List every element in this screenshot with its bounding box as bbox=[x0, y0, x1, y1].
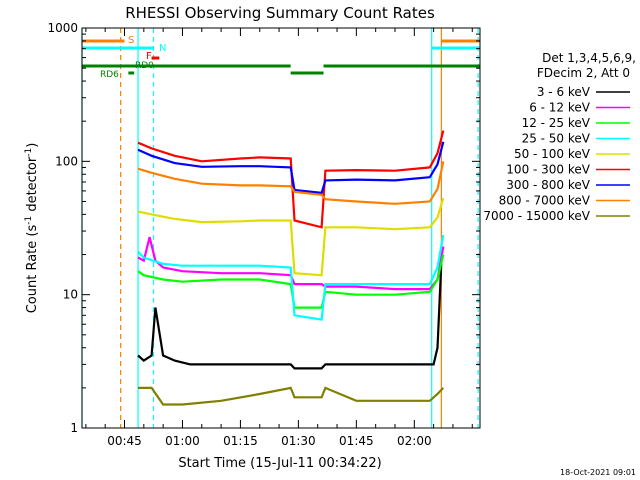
legend: Det 1,3,4,5,6,9, FDecim 2, Att 0 3 - 6 k… bbox=[483, 51, 636, 223]
y-tick-label-2: 100 bbox=[55, 154, 78, 168]
flag-night-label: N bbox=[159, 43, 166, 54]
chart-title: RHESSI Observing Summary Count Rates bbox=[125, 4, 435, 22]
legend-label-5: 100 - 300 keV bbox=[506, 163, 590, 177]
y-tick-label-3: 1000 bbox=[47, 21, 78, 35]
x-tick-label-3: 01:30 bbox=[281, 434, 316, 448]
legend-label-0: 3 - 6 keV bbox=[537, 85, 591, 99]
legend-header-2: FDecim 2, Att 0 bbox=[537, 66, 630, 80]
y-axis-label: Count Rate (s-1 detector-1) bbox=[24, 143, 40, 314]
series-line-7 bbox=[137, 161, 445, 205]
legend-label-1: 6 - 12 keV bbox=[529, 101, 591, 115]
flag-rd0-label: RD0 bbox=[135, 61, 154, 71]
footer-timestamp: 18-Oct-2021 09:01 bbox=[560, 468, 636, 477]
x-tick-label-2: 01:15 bbox=[223, 434, 258, 448]
series-line-4 bbox=[137, 197, 445, 277]
legend-label-6: 300 - 800 keV bbox=[506, 178, 590, 192]
legend-label-8: 7000 - 15000 keV bbox=[483, 209, 590, 223]
flag-saa-label: S bbox=[128, 35, 134, 46]
legend-label-2: 12 - 25 keV bbox=[522, 116, 591, 130]
legend-label-3: 25 - 50 keV bbox=[522, 132, 591, 146]
y-tick-label-1: 10 bbox=[63, 288, 78, 302]
legend-label-4: 50 - 100 keV bbox=[514, 147, 591, 161]
y-tick-label-0: 1 bbox=[70, 421, 78, 435]
x-tick-label-1: 01:00 bbox=[165, 434, 200, 448]
legend-label-7: 800 - 7000 keV bbox=[499, 194, 591, 208]
x-tick-label-5: 02:00 bbox=[397, 434, 432, 448]
series-line-8 bbox=[138, 386, 445, 406]
series-line-3 bbox=[137, 234, 445, 321]
x-tick-label-4: 01:45 bbox=[339, 434, 374, 448]
flag-flare-label: F bbox=[146, 51, 152, 62]
plot-frame bbox=[81, 27, 481, 429]
x-tick-label-0: 00:45 bbox=[107, 434, 142, 448]
series-line-5 bbox=[137, 130, 445, 229]
x-axis-label: Start Time (15-Jul-11 00:34:22) bbox=[178, 456, 381, 471]
flag-rd6-label: RD6 bbox=[100, 70, 119, 80]
legend-header-1: Det 1,3,4,5,6,9, bbox=[542, 51, 636, 65]
series-line-0 bbox=[137, 260, 443, 370]
